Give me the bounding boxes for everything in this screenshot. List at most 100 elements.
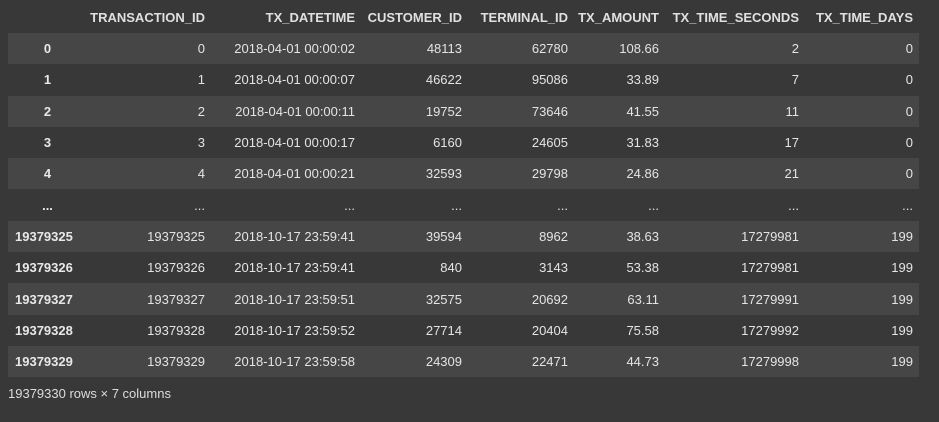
table-cell: 21 (784, 166, 799, 182)
table-cell: 0 (905, 41, 913, 57)
table-cell: 7 (791, 72, 799, 88)
table-cell: 8962 (539, 228, 568, 244)
table-cell: 2018-04-01 00:00:11 (235, 103, 355, 119)
table-cell: 3 (197, 135, 205, 151)
table-row: 19379329 19379329 2018-10-17 23:59:58 24309… (8, 345, 919, 378)
header-row: TRANSACTION_ID TX_DATETIME CUSTOMER_ID TERM… (8, 2, 919, 33)
table-cell: 17279992 (741, 322, 799, 338)
table-cell: 19379329 (147, 354, 205, 370)
row-index: 0 (43, 41, 52, 57)
table-cell: 20404 (531, 322, 568, 338)
row-index: 2 (43, 103, 52, 119)
table-cell: 48113 (426, 41, 462, 57)
table-cell: 199 (891, 228, 913, 244)
table-row: 19379325 19379325 2018-10-17 23:59:41 39594… (8, 220, 919, 253)
table-row: 19379327 19379327 2018-10-17 23:59:51 32575… (8, 283, 919, 315)
table-cell: ... (788, 197, 799, 213)
table-row: 4 4 2018-04-01 00:00:21 32593 29798 24.86 21 0 (8, 158, 919, 190)
table-cell: 17279981 (741, 228, 799, 244)
table-cell: 4 (197, 166, 205, 182)
index-header (8, 2, 83, 33)
table-cell: 24.86 (626, 166, 659, 182)
table-cell: 17279991 (741, 291, 799, 307)
table-cell: 2018-04-01 00:00:21 (234, 166, 355, 182)
column-header: CUSTOMER_ID (367, 10, 462, 25)
column-header: TRANSACTION_ID (90, 10, 205, 25)
table-cell: 53.38 (626, 260, 659, 276)
table-cell: 2 (197, 103, 205, 119)
table-cell: 27714 (425, 322, 462, 338)
table-row: 19379326 19379326 2018-10-17 23:59:41 840 31… (8, 252, 919, 284)
table-cell: 2018-10-17 23:59:52 (234, 322, 355, 338)
table-cell: 62780 (531, 41, 568, 57)
table-cell: 6160 (433, 135, 462, 151)
row-index: 4 (43, 166, 52, 182)
row-index: 19379328 (15, 322, 73, 338)
table-cell: 24309 (425, 354, 462, 370)
table-cell: 32575 (425, 291, 462, 307)
row-index: ... (42, 197, 53, 213)
table-cell: 95086 (531, 72, 568, 88)
table-cell: 108.66 (619, 41, 659, 57)
table-cell: 199 (891, 260, 913, 276)
table-cell: ... (194, 197, 205, 213)
table-cell: 46622 (425, 72, 462, 88)
table-cell: 0 (905, 166, 913, 182)
table-cell: ... (648, 197, 659, 213)
table-cell: 0 (905, 72, 913, 88)
table-cell: 0 (197, 41, 205, 57)
table-cell: ... (451, 197, 462, 213)
table-cell: 2018-10-17 23:59:41 (234, 228, 355, 244)
table-cell: 3143 (539, 260, 568, 276)
column-header: TX_AMOUNT (578, 10, 659, 25)
table-cell: 2018-10-17 23:59:51 (234, 291, 355, 307)
column-header: TX_DATETIME (265, 10, 355, 25)
table-cell: 73646 (531, 103, 568, 119)
row-index: 19379329 (15, 354, 73, 370)
table-cell: 24605 (531, 135, 568, 151)
table-cell: 19379328 (147, 322, 205, 338)
table-cell: 19379325 (147, 228, 205, 244)
row-index: 3 (43, 135, 52, 151)
table-cell: 2018-10-17 23:59:41 (234, 260, 355, 276)
table-cell: 39594 (425, 228, 462, 244)
table-cell: 199 (891, 354, 913, 370)
column-header: TX_TIME_SECONDS (672, 10, 799, 25)
table-cell: 19379326 (147, 260, 205, 276)
table-row: 2 2 2018-04-01 00:00:11 19752 73646 41.55 11 0 (8, 95, 919, 127)
table-cell: 11 (785, 103, 800, 119)
row-index: 19379325 (15, 228, 73, 244)
table-cell: 2018-10-17 23:59:58 (234, 354, 355, 370)
dataframe-table: TRANSACTION_ID TX_DATETIME CUSTOMER_ID TERM… (8, 2, 919, 378)
table-cell: 19752 (425, 103, 462, 119)
table-cell: 2018-04-01 00:00:02 (234, 41, 355, 57)
table-cell: 31.83 (626, 135, 659, 151)
table-cell: 17279998 (741, 354, 799, 370)
table-cell: 41.55 (626, 103, 659, 119)
table-cell: 2 (791, 41, 799, 57)
table-cell: 75.58 (626, 322, 659, 338)
table-cell: 33.89 (626, 72, 659, 88)
row-index: 19379327 (15, 291, 73, 307)
dataframe-output: TRANSACTION_ID TX_DATETIME CUSTOMER_ID TERM… (8, 2, 919, 378)
table-cell: 20692 (531, 291, 568, 307)
table-cell: 1 (197, 72, 205, 88)
table-cell: 199 (891, 322, 913, 338)
table-row: 3 3 2018-04-01 00:00:17 6160 24605 31.83 17 0 (8, 126, 919, 159)
table-cell: 840 (440, 260, 462, 276)
row-index: 1 (43, 72, 52, 88)
table-row: 19379328 19379328 2018-10-17 23:59:52 27714… (8, 314, 919, 346)
table-cell: 2018-04-01 00:00:17 (234, 135, 355, 151)
table-cell: ... (344, 197, 355, 213)
column-header: TERMINAL_ID (480, 10, 568, 25)
table-cell: 0 (905, 103, 913, 119)
row-index: 19379326 (15, 260, 73, 276)
table-row: 1 1 2018-04-01 00:00:07 46622 95086 33.89 7 0 (8, 64, 919, 96)
row-column-count: 19379330 rows × 7 columns (8, 386, 171, 401)
table-row: 0 0 2018-04-01 00:00:02 48113 62780 108.66 2 0 (8, 33, 919, 65)
table-cell: ... (902, 197, 913, 213)
table-cell: 19379327 (147, 291, 205, 307)
column-header: TX_TIME_DAYS (815, 10, 913, 25)
table-cell: 0 (905, 135, 913, 151)
table-body: 0 0 2018-04-01 00:00:02 48113 62780 108.66 2 0 1… (8, 33, 919, 378)
